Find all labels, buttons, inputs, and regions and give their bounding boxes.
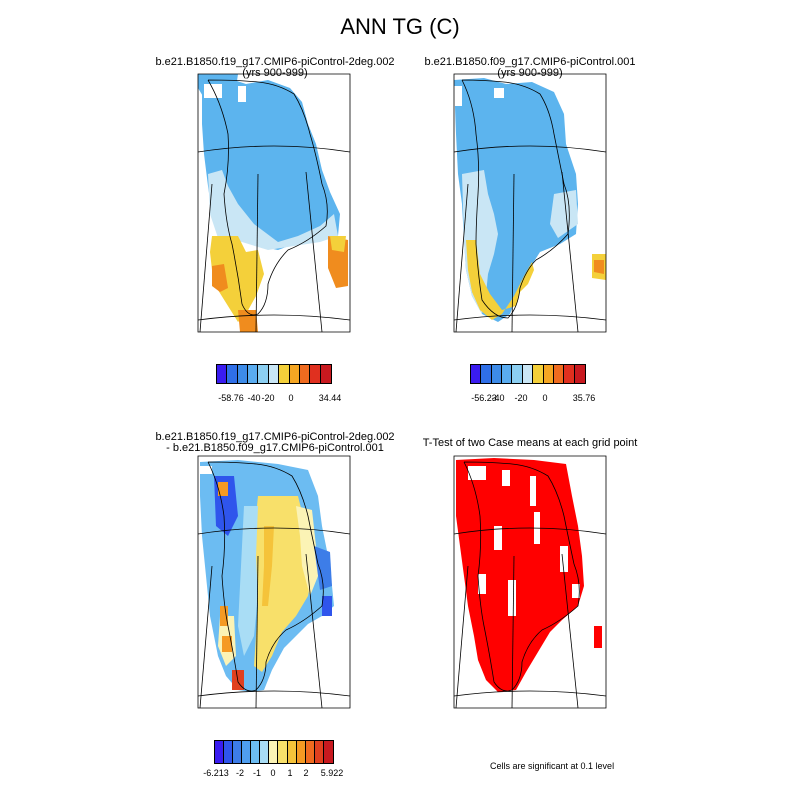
colorbar-swatch <box>471 365 482 383</box>
colorbar-tick-label: -20 <box>514 393 528 403</box>
colorbar-tick-label: 0 <box>542 393 548 403</box>
panel-3-title-line2: - b.e21.B1850.f09_g17.CMIP6-piControl.00… <box>166 442 384 454</box>
panel-2-title-line2: (yrs 900-999) <box>497 67 563 79</box>
colorbar-tick-label: -1 <box>252 768 262 778</box>
colorbar-swatch <box>320 365 331 383</box>
colorbar-swatch <box>269 741 279 763</box>
colorbar-tick-label: 5.922 <box>320 768 344 778</box>
colorbar-tick-label: -20 <box>261 393 275 403</box>
panel-1-title-line1: b.e21.B1850.f19_g17.CMIP6-piControl-2deg… <box>155 56 395 68</box>
colorbar-tick-label: 2 <box>303 768 309 778</box>
colorbar-swatch <box>227 365 238 383</box>
colorbar-swatch <box>512 365 523 383</box>
colorbar-swatch <box>543 365 554 383</box>
panel-4-grid <box>453 455 607 709</box>
colorbar-swatch <box>237 365 249 383</box>
panel-3-colorbar <box>214 740 334 764</box>
colorbar-tick-label: 0 <box>288 393 294 403</box>
figure-title: ANN TG (C) <box>340 14 460 39</box>
colorbar-tick-label: 35.76 <box>572 393 596 403</box>
colorbar-tick-label: 1 <box>287 768 293 778</box>
colorbar-swatch <box>217 365 228 383</box>
panel-3-fill <box>198 460 334 692</box>
colorbar-tick-label: -40 <box>491 393 505 403</box>
colorbar-swatch <box>278 741 288 763</box>
colorbar-swatch <box>522 365 534 383</box>
colorbar-swatch <box>224 741 234 763</box>
colorbar-swatch <box>574 365 585 383</box>
colorbar-swatch <box>305 741 315 763</box>
significance-note: Cells are significant at 0.1 level <box>490 761 615 771</box>
colorbar-tick-label: 0 <box>270 768 276 778</box>
panel-1-grid <box>197 73 351 333</box>
colorbar-swatch <box>287 741 297 763</box>
panel-2-title-line1: b.e21.B1850.f09_g17.CMIP6-piControl.001 <box>424 56 636 68</box>
colorbar-swatch <box>296 741 306 763</box>
colorbar-tick-label: -40 <box>247 393 261 403</box>
panel-3-grid <box>197 455 351 709</box>
colorbar-swatch <box>258 365 269 383</box>
colorbar-swatch <box>215 741 225 763</box>
colorbar-tick-label: -6.213 <box>203 768 229 778</box>
colorbar-swatch <box>260 741 270 763</box>
panel-1-title-line2: (yrs 900-999) <box>242 67 308 79</box>
colorbar-swatch <box>242 741 252 763</box>
panel-2-title: b.e21.B1850.f09_g17.CMIP6-piControl.001 … <box>375 57 685 79</box>
colorbar-swatch <box>310 365 321 383</box>
panel-1-map <box>197 73 351 333</box>
colorbar-swatch <box>279 365 290 383</box>
panel-3-title-line1: b.e21.B1850.f19_g17.CMIP6-piControl-2deg… <box>155 431 395 443</box>
colorbar-swatch <box>248 365 259 383</box>
colorbar-tick-label: -56.23 <box>471 393 497 403</box>
colorbar-swatch <box>323 741 333 763</box>
panel-4-fill <box>456 458 602 692</box>
panel-2-grid <box>453 73 607 333</box>
panel-3-map <box>197 455 351 709</box>
colorbar-swatch <box>481 365 492 383</box>
colorbar-swatch <box>502 365 513 383</box>
panel-1-title: b.e21.B1850.f19_g17.CMIP6-piControl-2deg… <box>120 57 430 79</box>
colorbar-swatch <box>268 365 280 383</box>
colorbar-swatch <box>289 365 300 383</box>
panel-2-map <box>453 73 607 333</box>
colorbar-tick-label: -2 <box>235 768 245 778</box>
colorbar-swatch <box>299 365 311 383</box>
colorbar-swatch <box>564 365 575 383</box>
panel-4-map <box>453 455 607 709</box>
colorbar-tick-label: 34.44 <box>318 393 342 403</box>
colorbar-swatch <box>251 741 261 763</box>
panel-4-title: T-Test of two Case means at each grid po… <box>422 437 638 449</box>
panel-1-colorbar <box>216 364 332 384</box>
colorbar-swatch <box>491 365 503 383</box>
colorbar-tick-label: -58.76 <box>218 393 244 403</box>
panel-1-fill <box>198 74 348 332</box>
panel-2-fill <box>454 78 606 322</box>
panel-3-title: b.e21.B1850.f19_g17.CMIP6-piControl-2deg… <box>120 432 430 454</box>
colorbar-swatch <box>233 741 243 763</box>
colorbar-swatch <box>314 741 324 763</box>
panel-2-colorbar <box>470 364 586 384</box>
colorbar-swatch <box>553 365 565 383</box>
colorbar-swatch <box>533 365 544 383</box>
